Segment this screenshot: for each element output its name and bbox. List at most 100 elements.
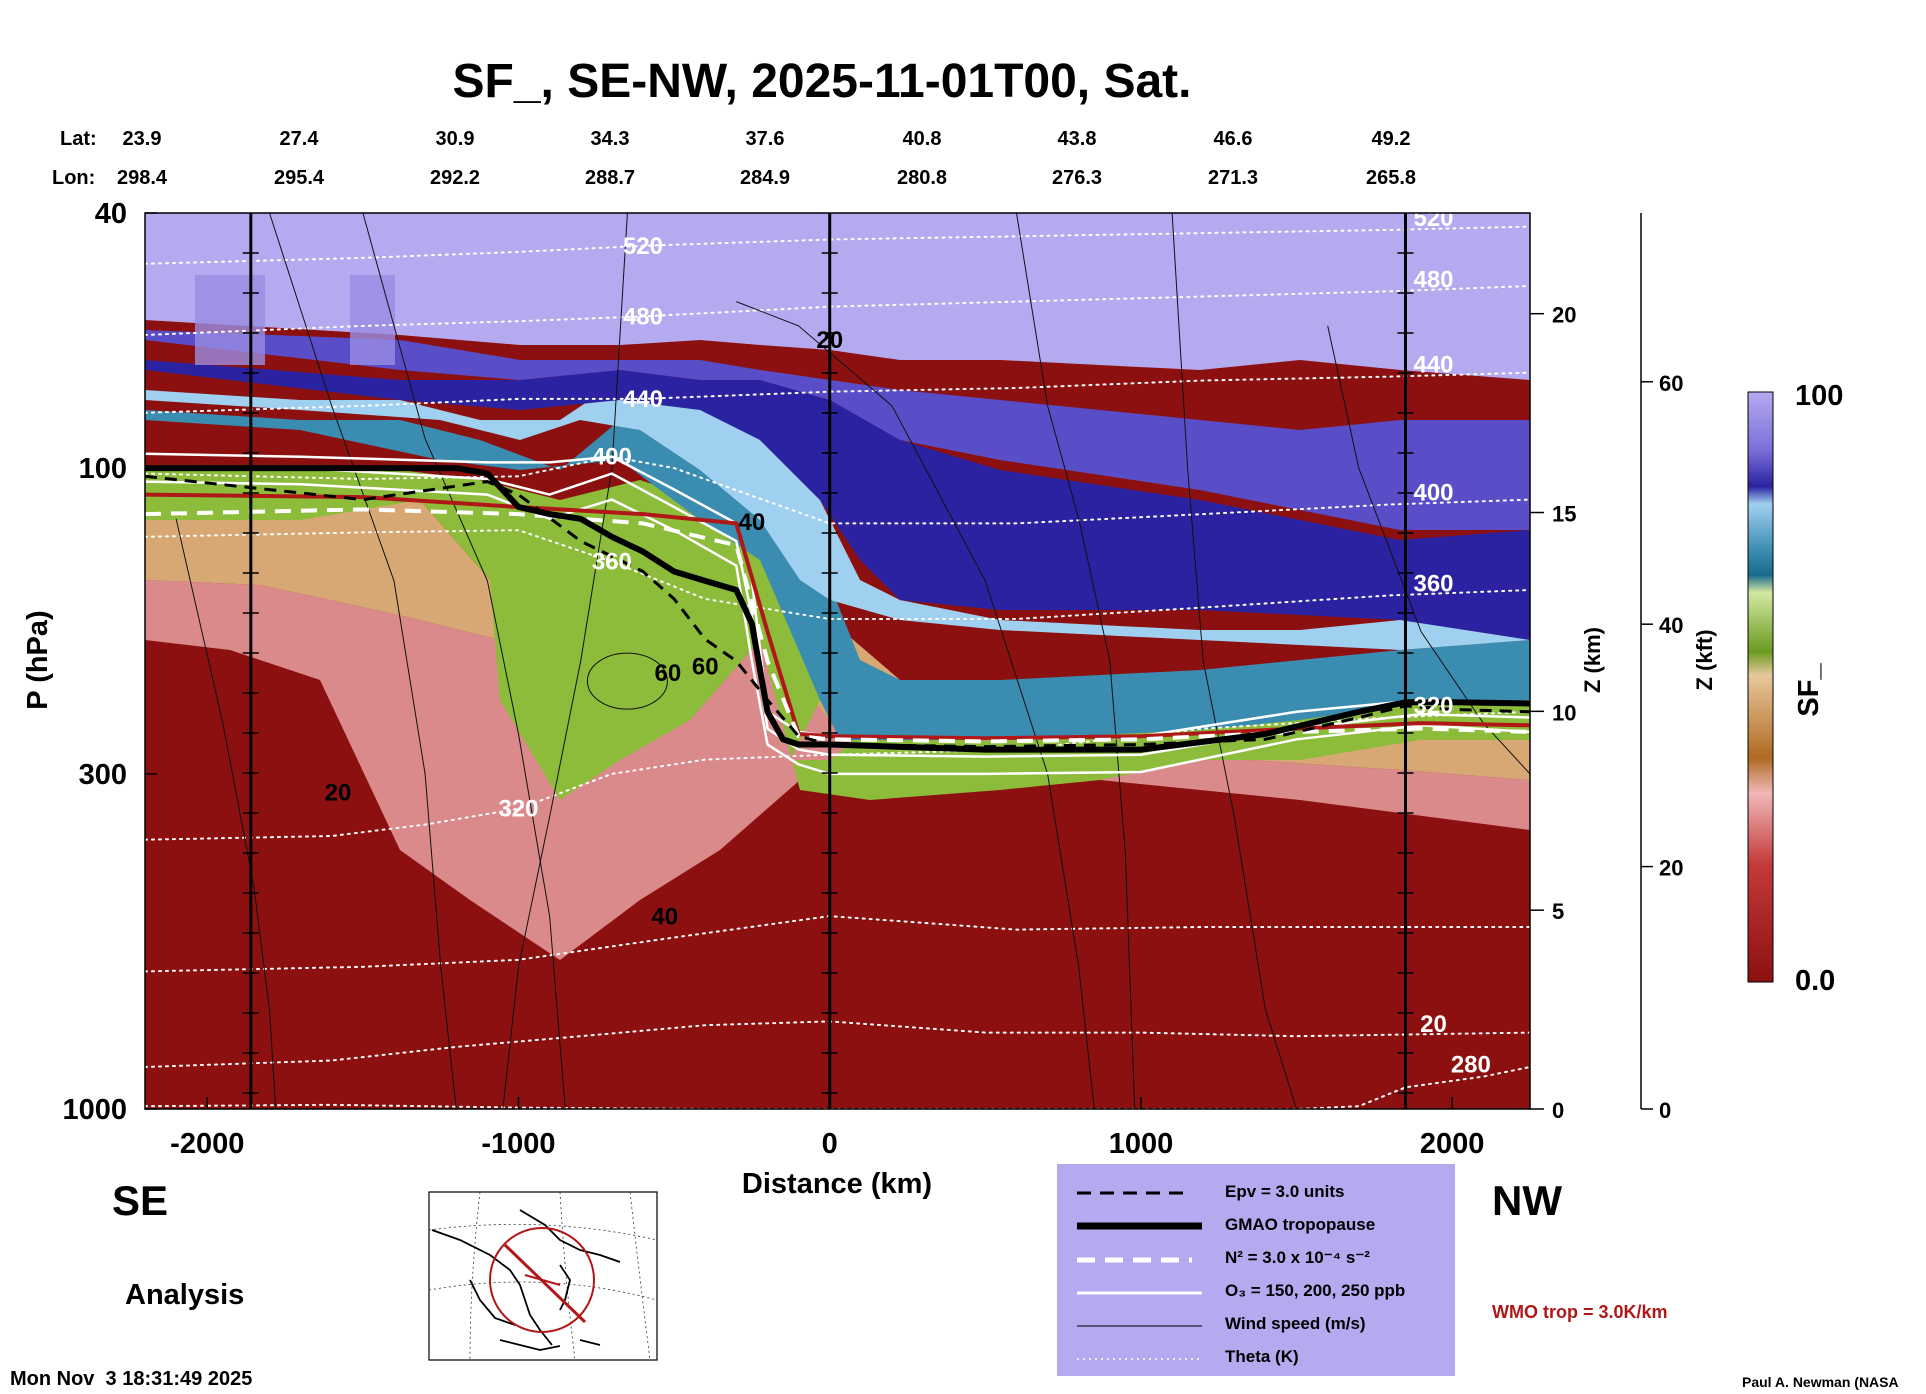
field-lightpurple <box>145 213 1530 380</box>
colorbar-min-label: 0.0 <box>1795 965 1835 997</box>
legend-label-wind: Wind speed (m/s) <box>1225 1314 1366 1333</box>
wmo-label: WMO trop = 3.0K/km <box>1492 1302 1668 1322</box>
z-kft-tick-label: 0 <box>1659 1098 1671 1123</box>
wind-line <box>736 301 1095 1109</box>
theta-label: 480 <box>1413 266 1453 293</box>
lat-value: 40.8 <box>903 128 942 150</box>
legend-label-n2: N² = 3.0 x 10⁻⁴ s⁻² <box>1225 1248 1370 1267</box>
wind-line <box>1016 213 1136 1109</box>
lat-lon-values: 23.9 27.4 30.9 34.3 37.6 40.8 43.8 46.6 49.2 298.… <box>117 128 1416 189</box>
lat-value: 27.4 <box>280 128 320 150</box>
wind-line <box>175 518 277 1109</box>
y-tick-label: 40 <box>95 198 127 230</box>
map-coastline <box>431 1209 621 1351</box>
wind-line <box>502 213 628 1109</box>
theta-label: 520 <box>1413 205 1453 232</box>
field-darkpurple <box>145 360 1530 640</box>
theta-label: 520 <box>623 233 663 260</box>
map-section-line <box>503 1243 587 1324</box>
lon-value: 284.9 <box>740 167 790 189</box>
theta-label: 400 <box>592 444 632 471</box>
theta-label: 360 <box>1413 570 1453 597</box>
lat-value: 49.2 <box>1372 128 1411 150</box>
o3-line <box>145 452 1530 741</box>
lat-value: 30.9 <box>436 128 475 150</box>
theta-label: 280 <box>1451 1052 1491 1079</box>
timestamp: Mon Nov 3 18:31:49 2025 <box>10 1368 252 1390</box>
x-tick-label: -1000 <box>481 1128 555 1160</box>
z-kft-tick-label: 60 <box>1659 371 1683 396</box>
z-kft-tick-label: 20 <box>1659 856 1683 881</box>
lat-label: Lat: <box>60 128 97 150</box>
se-label: SE <box>112 1177 168 1224</box>
axes: -2000 -1000 0 1000 2000 40 100 300 1000 0 5 10 15 20 0… <box>62 198 1683 1160</box>
theta-label: 360 <box>592 549 632 576</box>
wind-label: 60 <box>655 660 682 687</box>
z-km-tick-label: 5 <box>1552 899 1564 924</box>
z-km-tick-label: 10 <box>1552 700 1576 725</box>
x-tick-label: 0 <box>822 1128 838 1160</box>
wind-closed-contour <box>586 652 668 710</box>
legend-label-o3: O₃ = 150, 200, 250 ppb <box>1225 1281 1406 1300</box>
theta-line <box>145 455 1530 525</box>
legend-label-epv: Epv = 3.0 units <box>1225 1182 1345 1201</box>
map-cross-line <box>524 1274 561 1286</box>
field-teal <box>145 410 1530 740</box>
wind-contours <box>175 213 1530 1109</box>
theta-label: 320 <box>1413 692 1453 719</box>
wind-label: 20 <box>325 779 352 806</box>
n2-line <box>145 507 1530 744</box>
field-palepurple-patch <box>195 275 395 365</box>
legend: Epv = 3.0 units GMAO tropopause N² = 3.0… <box>1057 1164 1455 1376</box>
theta-line <box>145 1066 1530 1109</box>
nw-label: NW <box>1492 1177 1562 1224</box>
lat-value: 46.6 <box>1214 128 1253 150</box>
tropopause-lines <box>145 465 1530 753</box>
lon-value: 280.8 <box>897 167 947 189</box>
x-tick-label: -2000 <box>170 1128 244 1160</box>
theta-label: 480 <box>623 303 663 330</box>
lon-value: 288.7 <box>585 167 635 189</box>
lon-value: 276.3 <box>1052 167 1102 189</box>
wind-line <box>1327 325 1530 775</box>
theta-label: 440 <box>623 386 663 413</box>
lon-value: 265.8 <box>1366 167 1416 189</box>
y-axis-title: P (hPa) <box>22 610 54 709</box>
z-km-tick-label: 0 <box>1552 1098 1564 1123</box>
field-lightblue <box>145 380 1530 650</box>
wind-labels: 20 40 60 60 20 40 <box>325 327 843 930</box>
wind-label: 40 <box>651 903 678 930</box>
y-tick-label: 1000 <box>62 1094 127 1126</box>
wind-label: 60 <box>692 654 719 681</box>
epv-line <box>145 474 1530 749</box>
z-kft-title: Z (kft) <box>1692 629 1717 690</box>
colorbar-max-label: 100 <box>1795 380 1843 412</box>
lon-value: 271.3 <box>1208 167 1258 189</box>
z-kft-tick-label: 40 <box>1659 613 1683 638</box>
x-tick-label: 1000 <box>1109 1128 1174 1160</box>
plot-frame <box>144 212 1531 1110</box>
analysis-label: Analysis <box>125 1279 244 1311</box>
lon-value: 298.4 <box>117 167 168 189</box>
theta-labels: 5205204804804404404004003603603203202028… <box>498 205 1490 1079</box>
y-tick-label: 300 <box>79 759 127 791</box>
wind-line <box>269 213 457 1109</box>
colorbar-title: SF_ <box>1793 663 1825 717</box>
map-range-circle <box>489 1227 595 1333</box>
z-km-tick-label: 15 <box>1552 502 1576 527</box>
theta-line <box>145 529 1530 620</box>
credit: Paul A. Newman (NASA <box>1742 1374 1899 1390</box>
theta-line <box>145 710 1530 841</box>
theta-label: 320 <box>498 796 538 823</box>
wind-label: 20 <box>816 327 843 354</box>
theta-label: 20 <box>1420 1011 1447 1038</box>
colorbar <box>1747 391 1774 983</box>
chart-title: SF_, SE-NW, 2025-11-01T00, Sat. <box>452 55 1191 108</box>
station-lines <box>242 213 1414 1109</box>
lat-value: 37.6 <box>746 128 785 150</box>
lon-label: Lon: <box>52 167 95 189</box>
z-km-tick-label: 20 <box>1552 303 1576 328</box>
inset-map <box>428 1191 658 1361</box>
theta-line <box>145 1020 1530 1068</box>
